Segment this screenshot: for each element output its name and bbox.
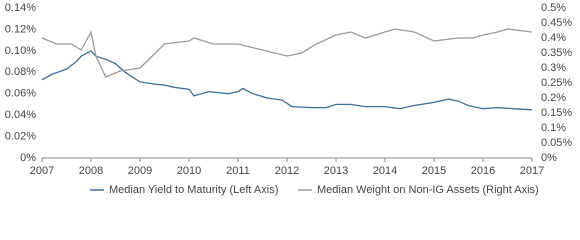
x-tick-label: 2015 <box>422 165 446 177</box>
y2-tick-label: 0.2% <box>541 92 566 104</box>
y2-tick-label: 0.35% <box>541 47 572 59</box>
x-tick-label: 2007 <box>30 165 54 177</box>
x-tick-label: 2016 <box>471 165 495 177</box>
series-line <box>41 50 533 111</box>
y2-tick-label: 0.5% <box>541 2 566 14</box>
y-tick-label: 0.04% <box>5 109 36 121</box>
y2-tick-label: 0% <box>541 152 557 164</box>
chart: 0% 0.02% 0.04% 0.06% 0.08% 0.10% 0.12% 0.14% 0% 0… <box>5 2 573 196</box>
x-tick-label: 2012 <box>275 165 299 177</box>
y-tick-label: 0.02% <box>5 130 36 142</box>
y2-tick-label: 0.15% <box>541 107 572 119</box>
y2-tick-label: 0.3% <box>541 62 566 74</box>
legend-label: Median Weight on Non-IG Assets (Right Ax… <box>317 184 539 196</box>
series-line <box>41 28 533 78</box>
y-tick-label: 0% <box>20 152 36 164</box>
y2-tick-label: 0.1% <box>541 122 566 134</box>
x-tick-label: 2014 <box>373 165 397 177</box>
y-tick-label: 0.06% <box>5 88 36 100</box>
y-tick-label: 0.08% <box>5 66 36 78</box>
y-tick-label: 0.12% <box>5 23 36 35</box>
y2-tick-label: 0.05% <box>541 137 572 149</box>
y2-tick-label: 0.45% <box>541 17 572 29</box>
legend-label: Median Yield to Maturity (Left Axis) <box>109 184 278 196</box>
y2-tick-label: 0.4% <box>541 32 566 44</box>
y2-tick-label: 0.25% <box>541 77 572 89</box>
x-tick-label: 2010 <box>177 165 201 177</box>
page: 0% 0.02% 0.04% 0.06% 0.08% 0.10% 0.12% 0.14% 0% 0… <box>4 1 573 196</box>
x-tick-label: 2017 <box>520 165 544 177</box>
x-tick-label: 2011 <box>226 165 250 177</box>
y-tick-label: 0.10% <box>5 45 36 57</box>
y-tick-label: 0.14% <box>5 2 36 14</box>
x-tick-label: 2008 <box>79 165 103 177</box>
x-tick-label: 2009 <box>128 165 152 177</box>
x-tick-label: 2013 <box>324 165 348 177</box>
